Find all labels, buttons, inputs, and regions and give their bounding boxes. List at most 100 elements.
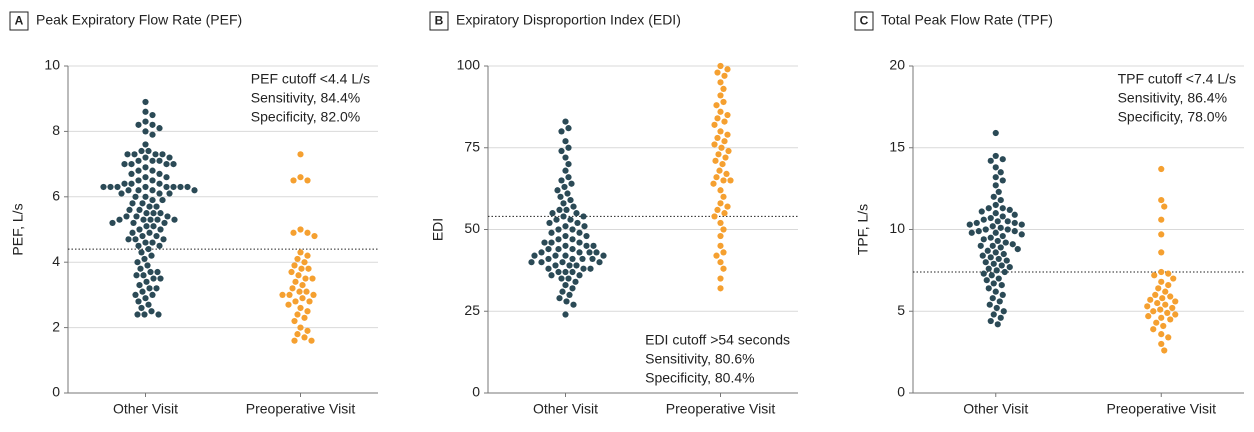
data-point	[995, 255, 1002, 263]
data-point	[299, 281, 306, 289]
data-point	[993, 267, 1000, 274]
data-point	[988, 272, 995, 279]
data-point	[146, 203, 153, 210]
data-point	[1169, 304, 1176, 312]
data-point	[114, 183, 121, 191]
data-point	[721, 138, 728, 145]
data-point	[997, 169, 1004, 176]
data-point	[725, 147, 732, 155]
data-point	[1003, 257, 1010, 264]
data-point	[995, 275, 1002, 282]
data-point	[1161, 203, 1168, 210]
x-tick-label: Other Visit	[533, 401, 598, 417]
data-point	[155, 311, 162, 318]
data-point	[558, 275, 565, 282]
data-point	[711, 121, 718, 128]
data-point	[995, 188, 1002, 195]
data-point	[156, 242, 163, 249]
data-point	[121, 161, 128, 168]
panel-label-box	[429, 11, 449, 31]
data-point	[561, 183, 568, 191]
data-point	[566, 291, 573, 298]
data-point	[996, 298, 1003, 305]
data-point	[135, 298, 142, 305]
data-point	[128, 161, 135, 168]
data-point	[1006, 264, 1013, 271]
data-point	[987, 317, 994, 325]
data-point	[147, 216, 154, 223]
data-point	[558, 177, 565, 184]
data-point	[990, 280, 997, 287]
data-point	[1014, 246, 1021, 253]
data-point	[562, 154, 569, 161]
data-point	[720, 85, 727, 92]
data-point	[980, 236, 987, 243]
data-point	[303, 288, 310, 295]
annotation: Sensitivity, 84.4%	[251, 90, 360, 106]
data-point	[135, 187, 142, 194]
data-point	[292, 298, 299, 305]
data-point	[296, 288, 303, 295]
data-point	[153, 232, 160, 240]
data-point	[288, 268, 295, 276]
data-point	[999, 156, 1006, 163]
data-point	[154, 216, 161, 223]
data-point	[148, 308, 155, 315]
data-point	[552, 262, 559, 269]
data-point	[124, 151, 131, 158]
data-point	[565, 144, 572, 151]
data-point	[553, 216, 560, 223]
data-point	[142, 239, 149, 246]
data-point	[304, 327, 311, 334]
data-point	[1009, 241, 1016, 248]
data-point	[1172, 298, 1179, 305]
panel-title: Expiratory Disproportion Index (EDI)	[456, 12, 681, 28]
data-point	[576, 239, 583, 246]
x-tick-label: Preoperative Visit	[666, 401, 776, 417]
data-point	[139, 232, 146, 240]
data-point	[576, 249, 583, 256]
data-point	[1162, 301, 1169, 308]
data-point	[552, 252, 559, 259]
data-point	[1172, 311, 1179, 318]
data-point	[570, 301, 577, 308]
data-point	[177, 183, 184, 191]
data-point	[984, 247, 991, 254]
data-point	[309, 275, 316, 282]
data-point	[141, 255, 148, 263]
data-point	[298, 265, 305, 272]
data-point	[721, 210, 728, 217]
data-point	[136, 206, 143, 213]
data-point	[713, 174, 720, 181]
data-point	[1001, 268, 1008, 276]
data-point	[159, 151, 166, 158]
data-point	[975, 228, 982, 235]
data-point	[304, 229, 311, 236]
data-point	[152, 151, 159, 158]
data-point	[1165, 334, 1172, 341]
data-point	[1004, 226, 1011, 233]
data-point	[562, 252, 569, 259]
data-point	[134, 259, 141, 266]
data-point	[711, 141, 718, 148]
data-point	[570, 203, 577, 210]
data-point	[136, 281, 143, 289]
data-point	[724, 66, 731, 73]
data-point	[143, 278, 150, 285]
y-tick-label: 4	[52, 253, 60, 269]
data-point	[137, 265, 144, 272]
data-point	[304, 177, 311, 184]
data-point	[132, 291, 139, 298]
data-point	[149, 196, 156, 204]
data-point	[147, 268, 154, 276]
data-point	[1147, 296, 1154, 303]
data-point	[990, 260, 997, 267]
data-point	[992, 174, 999, 181]
data-point	[1167, 316, 1174, 323]
data-point	[161, 219, 168, 227]
data-point	[138, 304, 145, 312]
y-axis-label: TPF, L/s	[855, 204, 871, 255]
data-point	[998, 262, 1005, 269]
data-point	[989, 242, 996, 249]
data-point	[589, 255, 596, 263]
